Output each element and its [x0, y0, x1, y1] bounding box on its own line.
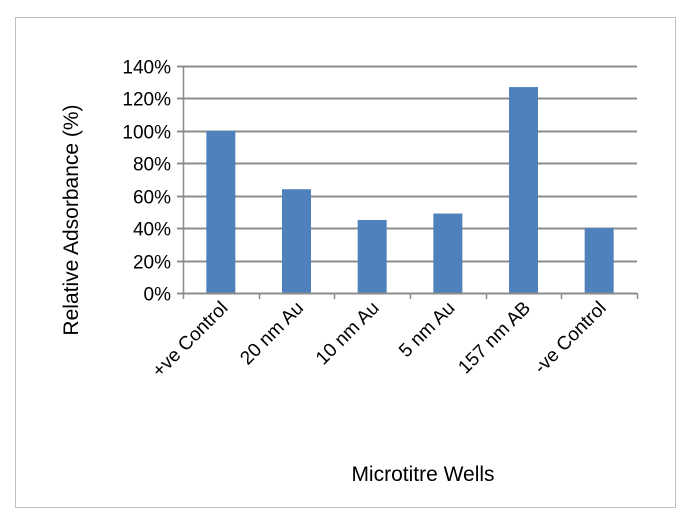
bars	[206, 87, 614, 293]
y-tick-label: 120%	[122, 90, 171, 111]
bar-4	[509, 87, 538, 293]
gridlines	[177, 65, 637, 263]
bar-2	[357, 220, 387, 293]
y-tick-label: 140%	[122, 58, 171, 79]
y-tick-label: 80%	[133, 155, 171, 176]
y-tick-label: 100%	[122, 123, 171, 144]
y-axis-title: Relative Adsorbance (%)	[60, 104, 83, 335]
y-tick-label: 20%	[133, 253, 171, 274]
axes	[177, 66, 639, 299]
y-tick-label: 60%	[133, 188, 171, 209]
y-tick-label: 40%	[133, 220, 171, 241]
bar-5	[584, 228, 614, 293]
x-axis-title: Microtitre Wells	[351, 463, 494, 486]
bar-3	[433, 213, 463, 293]
bar-0	[206, 130, 236, 293]
y-tick-labels: 0% 20% 40% 60% 80% 100% 120% 140%	[122, 58, 171, 306]
bar-1	[282, 189, 311, 293]
y-tick-label: 0%	[144, 285, 172, 306]
